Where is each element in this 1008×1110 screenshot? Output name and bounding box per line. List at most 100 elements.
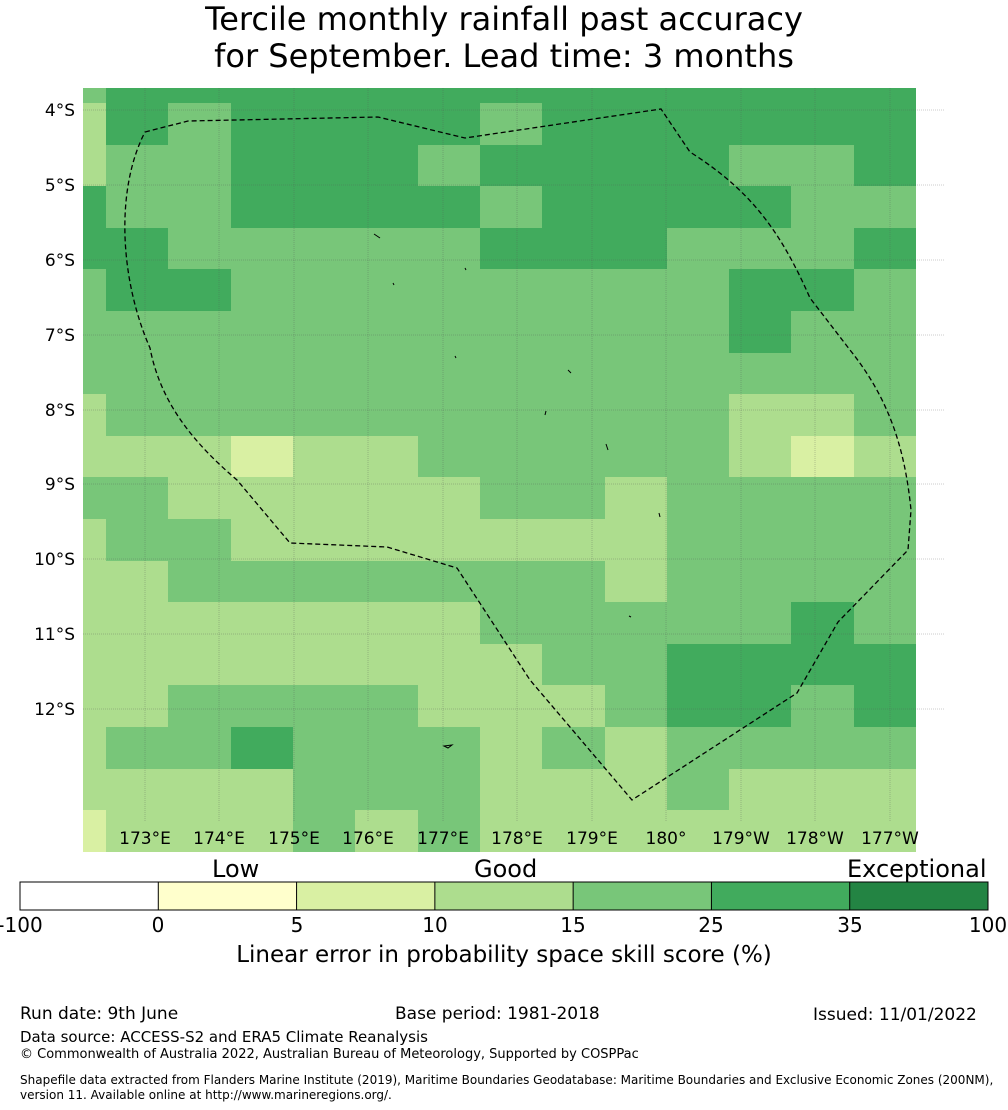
grid-cell: [791, 477, 854, 519]
grid-cell: [168, 685, 231, 727]
grid-cell: [542, 394, 605, 436]
issued-date: Issued: 11/01/2022: [813, 1005, 977, 1025]
grid-cell: [418, 186, 480, 228]
grid-cell: [729, 602, 791, 644]
grid-cell: [168, 394, 231, 436]
grid-cell: [542, 769, 605, 810]
grid-cell: [106, 685, 168, 727]
grid-cell: [293, 394, 355, 436]
grid-cell: [854, 269, 916, 311]
latitude-label: 9°S: [45, 475, 75, 495]
grid-cell: [542, 311, 605, 353]
latitude-label: 11°S: [34, 625, 75, 645]
island-outlines: [373, 233, 661, 749]
grid-cell: [355, 769, 418, 810]
grid-cell: [418, 769, 480, 810]
grid-cell: [854, 810, 916, 852]
grid-cell: [355, 561, 418, 602]
grid-cell: [418, 103, 480, 145]
grid-cell: [418, 228, 480, 269]
colorbar-segment: [434, 882, 574, 910]
grid-cell: [480, 145, 542, 186]
graticule: [83, 88, 944, 821]
island-outline: [442, 744, 454, 749]
grid-cell: [791, 561, 854, 602]
grid-cell: [542, 103, 605, 145]
grid-cell: [667, 145, 729, 186]
grid-cell: [605, 186, 667, 228]
grid-cell: [106, 103, 168, 145]
longitude-label: 176°E: [342, 829, 394, 849]
grid-cell: [83, 769, 106, 810]
grid-cell: [605, 810, 667, 852]
grid-cell: [418, 685, 480, 727]
grid-cell: [667, 103, 729, 145]
longitude-label: 178°W: [786, 829, 844, 849]
grid-cell: [231, 602, 293, 644]
grid-cell: [355, 145, 418, 186]
grid-cell: [854, 561, 916, 602]
grid-cell: [480, 477, 542, 519]
grid-cell: [729, 103, 791, 145]
grid-cell: [168, 519, 231, 561]
grid-cell: [168, 353, 231, 394]
colorbar-outline: [19, 881, 989, 911]
colorbar-label: Linear error in probability space skill …: [236, 942, 772, 968]
grid-cell: [542, 810, 605, 852]
grid-cell: [542, 228, 605, 269]
grid-cell: [791, 519, 854, 561]
grid-cell: [418, 644, 480, 685]
island-outline: [605, 443, 609, 451]
grid-cell: [106, 644, 168, 685]
colorbar-tick: 5: [290, 913, 304, 937]
grid-cell: [791, 602, 854, 644]
grid-cell: [791, 353, 854, 394]
grid-cell: [667, 602, 729, 644]
grid-cell: [729, 519, 791, 561]
grid-cell: [418, 145, 480, 186]
grid-cell: [355, 436, 418, 477]
grid-cell: [667, 436, 729, 477]
island-outline: [454, 355, 457, 359]
colorbar-tick: 100: [968, 913, 1008, 937]
grid-cell: [542, 727, 605, 769]
grid-cell: [605, 394, 667, 436]
grid-cell: [854, 602, 916, 644]
grid-cell: [791, 228, 854, 269]
grid-cell: [293, 685, 355, 727]
grid-cell: [83, 727, 106, 769]
grid-cell: [355, 394, 418, 436]
eez-boundary: [124, 108, 912, 801]
grid-cell: [729, 269, 791, 311]
grid-cell: [168, 644, 231, 685]
grid-cell: [231, 685, 293, 727]
grid-cell: [168, 186, 231, 228]
grid-cell: [168, 561, 231, 602]
shapefile-credit-line-1: Shapefile data extracted from Flanders M…: [20, 1073, 994, 1087]
colorbar-tick: -100: [0, 913, 43, 937]
grid-cell: [605, 519, 667, 561]
longitude-label: 175°E: [268, 829, 320, 849]
grid-cell: [605, 644, 667, 685]
grid-cell: [83, 810, 106, 852]
colorbar-category-exceptional: Exceptional: [847, 855, 987, 883]
grid-cell: [293, 353, 355, 394]
grid-cell: [293, 561, 355, 602]
latitude-labels: 4°S 5°S 6°S 7°S 8°S 9°S 10°S 11°S 12°S: [34, 101, 75, 720]
grid-cell: [605, 769, 667, 810]
grid-cell: [605, 88, 667, 103]
island-outline: [373, 233, 381, 239]
grid-cell: [293, 186, 355, 228]
grid-cell: [480, 269, 542, 311]
colorbar-segment: [711, 882, 850, 910]
latitude-label: 4°S: [45, 101, 75, 121]
grid-cell: [418, 394, 480, 436]
grid-cell: [791, 145, 854, 186]
grid-cell: [729, 353, 791, 394]
grid-cell: [106, 394, 168, 436]
grid-cell: [667, 311, 729, 353]
grid-cell: [667, 519, 729, 561]
grid-cell: [168, 88, 231, 103]
grid-cell: [605, 561, 667, 602]
grid-cell: [418, 477, 480, 519]
